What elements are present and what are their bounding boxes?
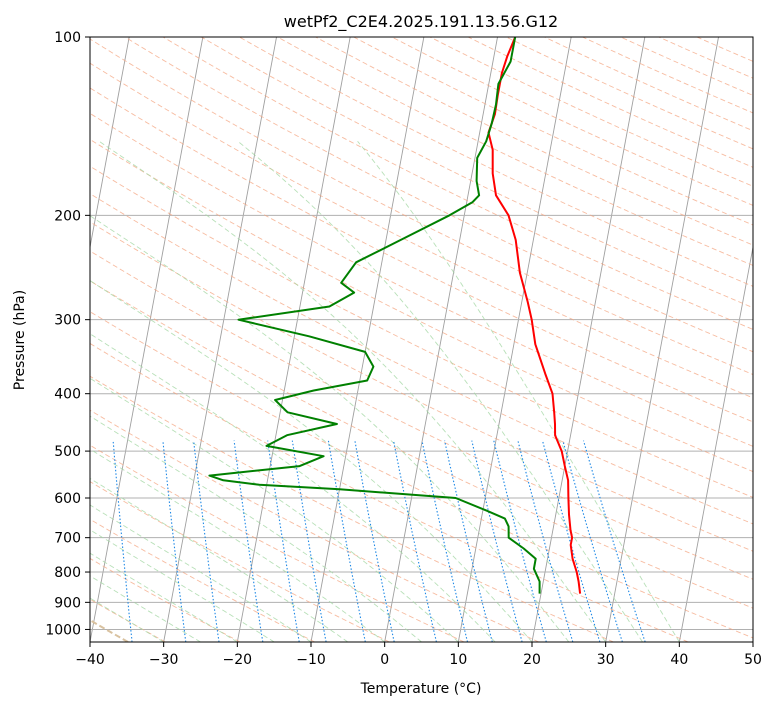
dry-adiabat-lines	[90, 37, 753, 642]
mixing-ratio-line	[392, 440, 437, 642]
x-tick-label: 20	[523, 652, 541, 668]
mixing-ratio-line	[267, 440, 300, 642]
x-tick-label: −40	[75, 652, 105, 668]
y-axis-label: Pressure (hPa)	[12, 290, 28, 390]
dry-adiabat-line	[391, 37, 753, 206]
dry-adiabat-line	[124, 37, 753, 353]
y-tick-label: 500	[54, 444, 81, 460]
mixing-ratio-line	[517, 440, 574, 642]
moist-adiabat-line	[90, 333, 496, 642]
mixing-ratio-line	[233, 440, 264, 642]
mixing-ratio-line	[471, 440, 523, 642]
x-axis-label: Temperature (°C)	[360, 681, 482, 697]
y-tick-label: 400	[54, 387, 81, 403]
mixing-ratio-line	[541, 440, 601, 642]
moist-adiabat-line	[237, 140, 643, 642]
mixing-ratio-line	[327, 440, 366, 642]
isotherm-line	[384, 37, 498, 642]
x-tick-label: −10	[296, 652, 326, 668]
dry-adiabat-line	[315, 37, 753, 246]
plot-background	[90, 37, 753, 642]
chart-title: wetPf2_C2E4.2025.191.13.56.G12	[284, 12, 558, 32]
y-tick-label: 200	[54, 208, 81, 224]
isotherm-line	[752, 639, 753, 642]
isotherm-line	[236, 37, 351, 642]
moist-adiabat-line	[90, 377, 459, 642]
dry-adiabat-line	[90, 280, 753, 609]
dry-adiabat-line	[90, 221, 753, 552]
x-tick-label: 40	[670, 652, 688, 668]
dry-adiabat-line	[90, 87, 753, 423]
x-tick-label: −20	[223, 652, 253, 668]
mixing-ratio-line	[562, 440, 623, 642]
mixing-ratio-line	[162, 440, 187, 642]
moist-adiabat-line	[90, 280, 533, 642]
y-axis: 100 200 300 400 500 600 700 800 900 1000	[45, 30, 90, 638]
isotherm-line	[310, 37, 425, 642]
dry-adiabat-line	[90, 518, 315, 642]
mixing-ratio-line	[444, 440, 493, 642]
mixing-ratio-lines	[112, 440, 646, 642]
isotherm-line	[457, 37, 572, 642]
moist-adiabat-line	[357, 141, 680, 642]
dry-adiabat-line	[90, 62, 753, 399]
mixing-ratio-line	[582, 440, 646, 642]
isotherm-line	[678, 244, 753, 642]
x-tick-label: 30	[597, 652, 615, 668]
dry-adiabat-line	[353, 37, 753, 226]
x-axis: −40 −30 −20 −10 0 10 20 30 40 50	[75, 642, 762, 668]
dry-adiabat-line	[200, 37, 753, 309]
dry-adiabat-line	[90, 38, 753, 375]
x-tick-label: 10	[449, 652, 467, 668]
moist-adiabat-line	[90, 529, 275, 642]
moist-adiabat-line	[98, 140, 607, 642]
dry-adiabat-line	[90, 342, 689, 642]
moist-adiabat-line	[90, 552, 238, 642]
y-tick-label: 700	[54, 531, 81, 547]
dry-adiabat-line	[90, 375, 614, 642]
dry-adiabat-line	[90, 165, 753, 498]
mixing-ratio-line	[112, 440, 133, 642]
isotherm-line	[90, 37, 130, 250]
dry-adiabat-line	[90, 481, 390, 642]
moist-adiabat-line	[90, 477, 349, 642]
dry-adiabat-line	[90, 409, 539, 642]
dry-adiabat-line	[90, 112, 753, 447]
isotherm-line	[605, 37, 719, 642]
dry-adiabat-line	[90, 311, 753, 639]
mixing-ratio-line	[493, 440, 547, 642]
plot-area	[90, 37, 753, 642]
profile-series	[208, 37, 582, 594]
y-tick-label: 300	[54, 313, 81, 329]
x-tick-label: −30	[149, 652, 179, 668]
dry-adiabat-line	[506, 37, 753, 150]
temperature-profile-line	[487, 37, 582, 594]
y-tick-label: 900	[54, 595, 81, 611]
mixing-ratio-line	[421, 440, 469, 642]
isotherm-line	[531, 37, 646, 642]
dry-adiabat-line	[162, 37, 753, 330]
y-tick-label: 600	[54, 491, 81, 507]
mixing-ratio-line	[193, 440, 220, 642]
y-tick-label: 1000	[45, 622, 81, 638]
dewpoint-profile-line	[208, 37, 541, 594]
plot-frame	[89, 36, 754, 643]
mixing-ratio-line	[354, 440, 395, 642]
moist-adiabat-line	[90, 504, 312, 642]
y-tick-label: 800	[54, 565, 81, 581]
mixing-ratio-line	[291, 440, 327, 642]
x-tick-label: 0	[380, 652, 389, 668]
y-tick-label: 100	[54, 30, 81, 46]
dry-adiabat-line	[90, 444, 465, 642]
x-tick-label: 50	[744, 652, 762, 668]
